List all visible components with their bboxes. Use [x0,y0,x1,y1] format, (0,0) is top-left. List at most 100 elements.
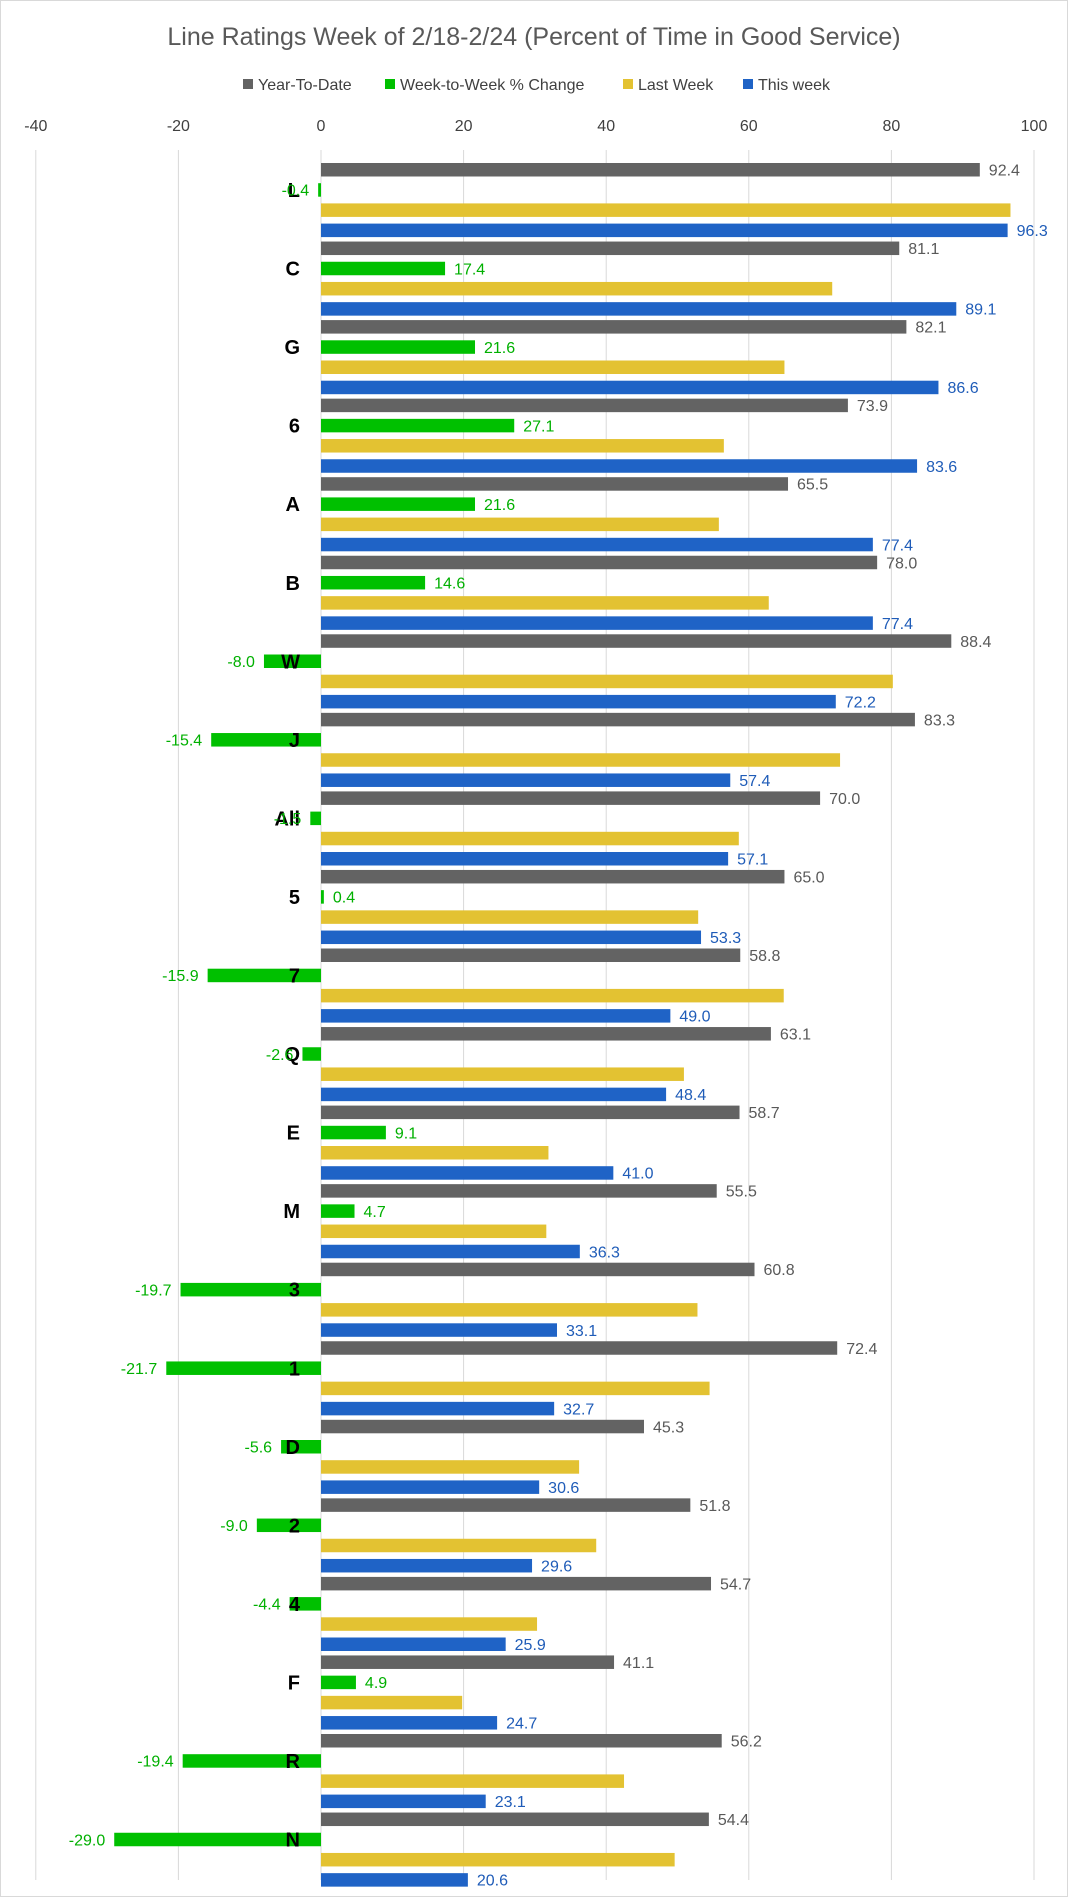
legend-swatch-2 [623,79,633,89]
bar-3-1 [321,302,957,316]
data-label-0-5: 78.0 [886,555,917,572]
data-label-3-7: 57.4 [739,773,770,790]
bar-3-16 [321,1480,540,1494]
data-label-1-7: -15.4 [166,733,203,750]
x-tick-label-4: 40 [597,118,615,135]
category-label-11: Q [284,1044,300,1066]
x-tick-label-6: 80 [883,118,901,135]
bar-1-20 [182,1754,321,1768]
bar-0-7 [321,712,915,727]
data-label-3-21: 20.6 [477,1873,508,1890]
data-label-0-16: 45.3 [653,1419,684,1436]
data-label-1-10: -15.9 [162,968,199,985]
bars [114,163,1011,1887]
bar-3-11 [321,1087,667,1102]
bar-3-6 [321,694,836,709]
category-label-4: A [286,494,300,516]
x-tick-label-5: 60 [740,118,758,135]
data-label-3-2: 86.6 [947,380,978,397]
bar-1-9 [321,890,324,904]
data-label-0-10: 58.8 [749,948,780,965]
data-label-1-1: 17.4 [454,261,485,278]
data-label-1-16: -5.6 [244,1440,272,1457]
data-label-0-8: 70.0 [829,791,860,808]
bar-3-15 [321,1401,555,1416]
bar-0-18 [321,1576,712,1591]
data-label-0-0: 92.4 [989,163,1020,180]
legend-label-2: Last Week [638,77,714,94]
data-label-3-1: 89.1 [965,302,996,319]
data-label-0-21: 54.4 [718,1812,749,1829]
data-label-1-6: -8.0 [227,654,255,671]
bar-1-14 [180,1282,321,1297]
data-label-1-5: 14.6 [434,575,465,592]
category-label-3: 6 [289,416,300,438]
category-label-13: M [283,1201,300,1223]
data-label-1-3: 27.1 [523,418,554,435]
bar-1-18 [289,1597,321,1611]
data-label-3-4: 77.4 [882,537,913,554]
category-label-17: 2 [289,1515,300,1537]
bar-0-11 [321,1027,771,1041]
category-label-7: J [289,730,300,752]
data-label-1-19: 4.9 [365,1675,387,1692]
bar-2-12 [321,1146,549,1160]
data-label-1-4: 21.6 [484,497,515,514]
bar-3-2 [321,380,939,395]
category-label-19: F [288,1672,300,1694]
bar-2-21 [321,1852,675,1867]
bar-2-1 [321,281,833,296]
bar-0-20 [321,1734,722,1748]
bar-3-14 [321,1323,558,1337]
bar-2-20 [321,1774,625,1788]
bar-1-1 [321,261,446,276]
category-label-2: G [284,337,300,359]
category-label-1: C [286,259,300,281]
data-label-3-15: 32.7 [563,1401,594,1418]
category-label-15: 1 [289,1358,300,1380]
data-label-3-6: 72.2 [845,694,876,711]
bar-1-12 [321,1125,386,1140]
data-label-0-19: 41.1 [623,1655,654,1672]
bar-0-5 [321,555,878,570]
bar-0-10 [321,948,741,962]
x-tick-label-1: -20 [167,118,190,135]
bar-0-16 [321,1419,644,1434]
bar-2-0 [321,203,1011,217]
bar-2-13 [321,1224,547,1239]
data-label-0-7: 83.3 [924,712,955,729]
bar-3-17 [321,1558,533,1573]
bar-1-15 [166,1361,321,1375]
bar-0-4 [321,477,789,491]
bar-0-19 [321,1655,615,1669]
x-tick-label-3: 20 [455,118,473,135]
x-tick-label-7: 100 [1021,118,1048,135]
data-label-3-0: 96.3 [1017,223,1048,240]
data-label-1-21: -29.0 [69,1832,106,1849]
data-label-1-14: -19.7 [135,1282,172,1299]
bar-2-4 [321,517,719,532]
legend-label-1: Week-to-Week % Change [400,77,584,94]
bar-0-14 [321,1262,755,1277]
data-label-1-18: -4.4 [253,1597,281,1614]
legend-swatch-0 [243,79,253,89]
bar-3-12 [321,1166,614,1180]
data-label-0-15: 72.4 [846,1341,877,1358]
x-tick-label-0: -40 [24,118,47,135]
category-label-14: 3 [289,1280,300,1302]
bar-2-5 [321,596,769,610]
chart-legend: Year-To-Date Week-to-Week % Change Last We… [243,77,831,94]
data-label-0-2: 82.1 [915,320,946,337]
data-label-3-19: 24.7 [506,1716,537,1733]
data-label-3-17: 29.6 [541,1558,572,1575]
data-label-0-9: 65.0 [793,869,824,886]
bar-1-8 [310,811,321,826]
data-label-3-11: 48.4 [675,1087,706,1104]
bar-0-12 [321,1105,740,1120]
bar-0-1 [321,241,900,256]
data-label-0-1: 81.1 [908,241,939,258]
bar-3-10 [321,1009,671,1023]
bar-1-5 [321,575,426,590]
data-label-1-0: -0.4 [282,183,310,200]
bar-3-5 [321,616,873,630]
